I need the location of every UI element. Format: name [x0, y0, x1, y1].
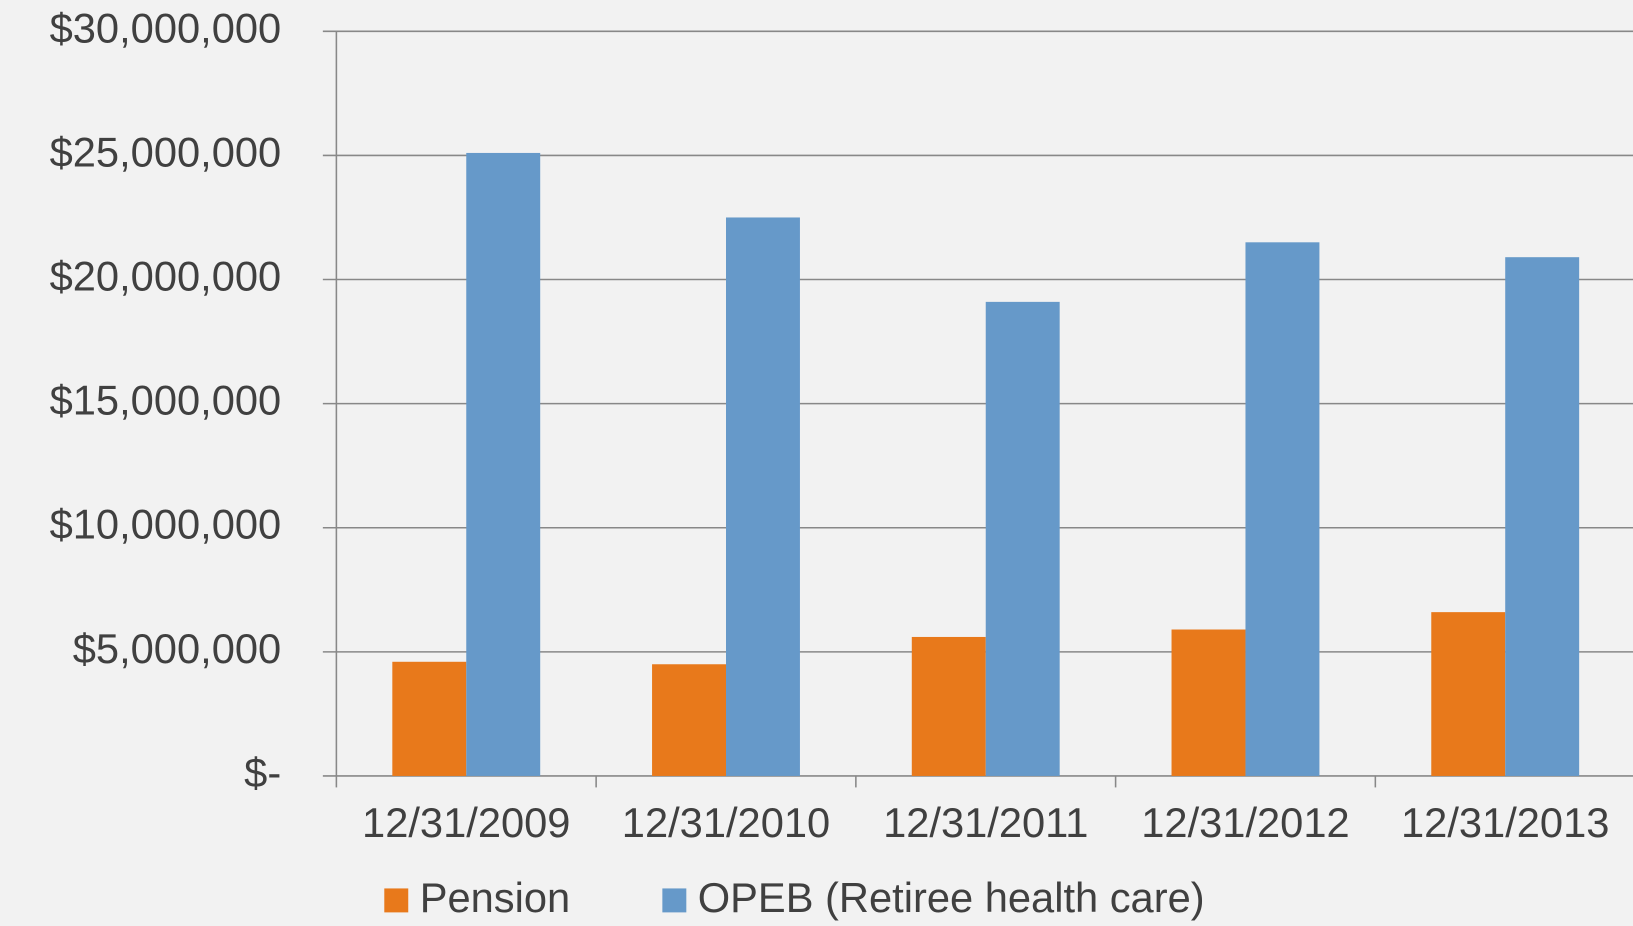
y-tick-label: $20,000,000 — [50, 253, 282, 300]
y-tick-label: $5,000,000 — [73, 625, 281, 672]
x-tick-label: 12/31/2011 — [883, 799, 1088, 846]
x-tick-label: 12/31/2013 — [1401, 799, 1609, 846]
y-tick-label: $15,000,000 — [50, 377, 282, 424]
legend-label: Pension — [420, 874, 570, 921]
y-tick-label: $30,000,000 — [50, 4, 282, 51]
y-tick-label: $25,000,000 — [50, 128, 282, 175]
bar — [1431, 612, 1506, 776]
bar — [466, 152, 541, 776]
legend-swatch — [384, 888, 409, 913]
bar — [1245, 242, 1320, 776]
legend-label: OPEB (Retiree health care) — [698, 874, 1205, 921]
x-tick-label: 12/31/2012 — [1141, 799, 1349, 846]
y-tick-label: $10,000,000 — [50, 501, 282, 548]
bar — [985, 301, 1060, 776]
bar — [911, 636, 986, 776]
bar — [392, 661, 467, 776]
bar — [725, 217, 800, 776]
x-tick-label: 12/31/2009 — [362, 799, 570, 846]
bar — [1505, 257, 1580, 776]
x-tick-label: 12/31/2010 — [622, 799, 830, 846]
bar — [652, 664, 726, 776]
bar — [1171, 629, 1246, 776]
y-tick-label: $- — [244, 749, 281, 796]
legend-swatch — [662, 888, 687, 913]
